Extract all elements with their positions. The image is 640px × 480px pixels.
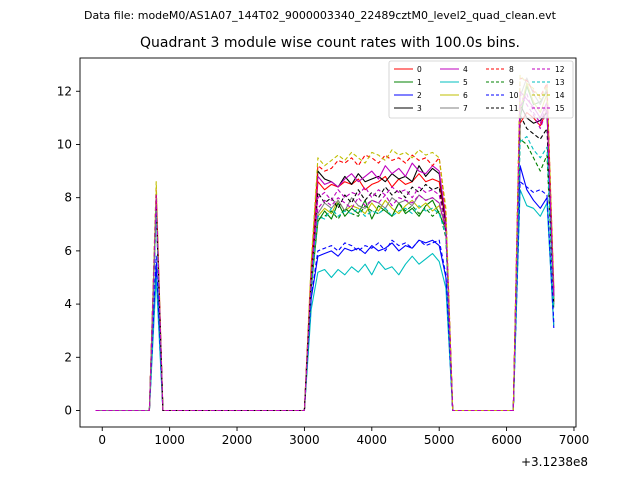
legend-box [388,60,574,119]
x-offset-label: +3.1238e8 [521,455,588,469]
legend-label-6: 6 [463,91,468,100]
legend-label-0: 0 [417,65,422,74]
series-line-10 [95,181,555,412]
series-line-0 [95,109,555,412]
legend-label-10: 10 [509,91,519,100]
legend-label-4: 4 [463,65,468,74]
series-line-13 [95,135,555,412]
y-tick-label: 12 [57,84,72,98]
series-line-14 [95,74,555,412]
axes-layer: 0 1000 2000 3000 4000 5000 6000 7000 +3.1238e8 0 2… [57,57,590,469]
legend-label-8: 8 [509,65,514,74]
x-tick-label: 4000 [357,433,388,447]
legend-label-14: 14 [555,91,565,100]
series-line-11 [95,114,555,412]
y-tick-label: 6 [64,244,72,258]
series-line-6 [95,82,555,412]
series-layer [95,74,555,412]
legend-label-1: 1 [417,78,422,87]
x-tick-label: 2000 [222,433,253,447]
series-line-7 [95,77,555,412]
legend-label-12: 12 [555,65,565,74]
legend-label-2: 2 [417,91,422,100]
x-tick-label: 0 [98,433,106,447]
x-tick-label: 1000 [154,433,185,447]
plot-frame [79,57,577,428]
series-line-5 [95,189,555,412]
series-line-8 [95,77,555,412]
legend-label-9: 9 [509,78,514,87]
data-file-suptitle: Data file: modeM0/AS1A07_144T02_90000033… [84,9,556,22]
series-line-15 [95,93,555,412]
series-line-3 [95,104,555,412]
series-line-4 [95,90,555,412]
x-tick-label: 7000 [559,433,590,447]
y-tick-label: 2 [64,350,72,364]
y-tick-label: 8 [64,191,72,205]
legend-label-7: 7 [463,104,468,113]
x-tick-label: 6000 [491,433,522,447]
legend-label-3: 3 [417,104,422,113]
series-line-9 [95,138,555,412]
chart-title: Quadrant 3 module wise count rates with … [140,35,520,51]
legend-label-13: 13 [555,78,565,87]
x-tick-label: 3000 [289,433,320,447]
y-tick-label: 0 [64,404,72,418]
series-line-12 [95,93,555,412]
legend-label-15: 15 [555,104,565,113]
legend-label-5: 5 [463,78,468,87]
y-tick-label: 10 [57,137,72,151]
legend-label-11: 11 [509,104,519,113]
y-tick-label: 4 [64,297,72,311]
x-tick-label: 5000 [424,433,455,447]
